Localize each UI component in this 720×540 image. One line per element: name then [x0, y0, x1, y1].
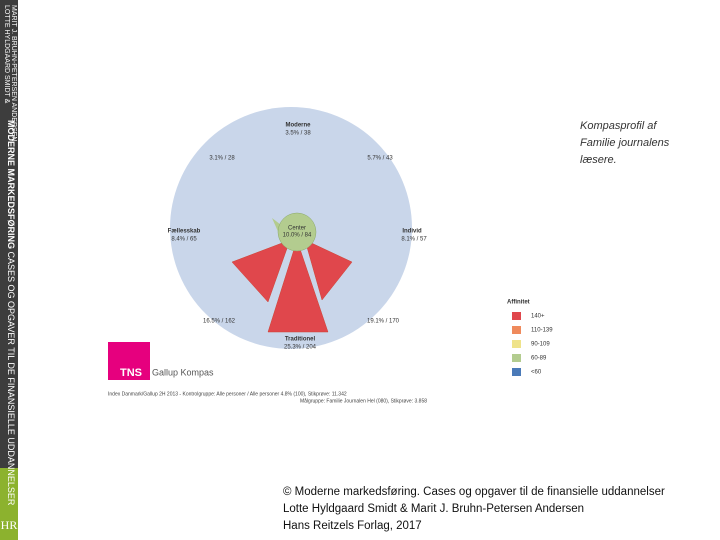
label-value: 19.1% / 170 — [367, 319, 400, 325]
compass-labels: Moderne 3.5% / 38 3.1% / 28 5.7% / 43 Fæ… — [168, 123, 428, 351]
label-value: 10.0% / 84 — [283, 233, 312, 239]
note: Kompasprofil af Familie journalens læser… — [580, 120, 670, 166]
note-line: Familie journalens — [580, 137, 670, 149]
title-bold: MODERNE MARKEDSFØRING — [6, 120, 16, 249]
label-name: Individ — [402, 229, 422, 235]
caption: © Moderne markedsføring. Cases og opgave… — [283, 486, 665, 532]
caption-line: Lotte Hyldgaard Smidt & Marit J. Bruhn-P… — [283, 503, 584, 515]
label-name: Fællesskab — [168, 229, 201, 235]
tns-brand: TNS — [120, 367, 142, 379]
legend-label: <60 — [531, 370, 542, 376]
sidebar-authors: LOTTE HYLDGAARD SMIDT & MARIT J. BRUHN-P… — [3, 5, 17, 141]
label-value: 3.5% / 38 — [285, 131, 311, 137]
tns-product: Gallup Kompas — [152, 367, 214, 377]
wedge-left — [231, 239, 291, 303]
footnote: Målgruppe: Familie Journalen Hel (080), … — [300, 397, 427, 404]
legend: Affinitet 140+ 110-139 90-109 60-89 <60 — [507, 300, 553, 376]
label-name: Center — [288, 226, 306, 232]
wedge-traditionel — [267, 239, 329, 333]
footnote: Index Danmark/Gallup 2H 2013 - Kontrolgr… — [108, 391, 347, 397]
label-value: 5.7% / 43 — [367, 156, 393, 162]
tns-box — [108, 342, 150, 380]
note-line: Kompasprofil af — [580, 120, 657, 132]
legend-swatch — [512, 354, 521, 362]
label-value: 16.5% / 162 — [203, 319, 236, 325]
label-value: 25.3% / 204 — [284, 345, 317, 351]
center-circle — [277, 212, 317, 252]
publisher-logo: HR — [1, 518, 18, 532]
author-line: LOTTE HYLDGAARD SMIDT & — [3, 5, 10, 104]
caption-line: Hans Reitzels Forlag, 2017 — [283, 520, 422, 532]
label-value: 8.1% / 57 — [401, 237, 427, 243]
legend-swatch — [512, 368, 521, 376]
legend-label: 110-139 — [531, 328, 553, 334]
legend-swatch — [512, 312, 521, 320]
legend-label: 90-109 — [531, 342, 550, 348]
sidebar-footer — [0, 468, 18, 540]
legend-swatch — [512, 340, 521, 348]
label-name: Traditionel — [285, 337, 316, 343]
sidebar-title: MODERNE MARKEDSFØRING CASES OG OPGAVER T… — [6, 120, 16, 506]
caption-line: © Moderne markedsføring. Cases og opgave… — [283, 486, 665, 498]
note-line: læsere. — [580, 154, 617, 166]
label-value: 3.1% / 28 — [209, 156, 235, 162]
sidebar — [0, 0, 18, 468]
wedge-right — [304, 239, 353, 301]
legend-label: 140+ — [531, 314, 545, 320]
legend-title: Affinitet — [507, 300, 530, 306]
legend-swatch — [512, 326, 521, 334]
label-name: Moderne — [285, 123, 311, 129]
legend-label: 60-89 — [531, 356, 547, 362]
label-value: 8.4% / 65 — [171, 237, 197, 243]
title-rest: CASES OG OPGAVER TIL DE FINANSIELLE UDDA… — [6, 252, 16, 506]
author-line: MARIT J. BRUHN-PETERSEN ANDERSEN — [10, 5, 17, 141]
